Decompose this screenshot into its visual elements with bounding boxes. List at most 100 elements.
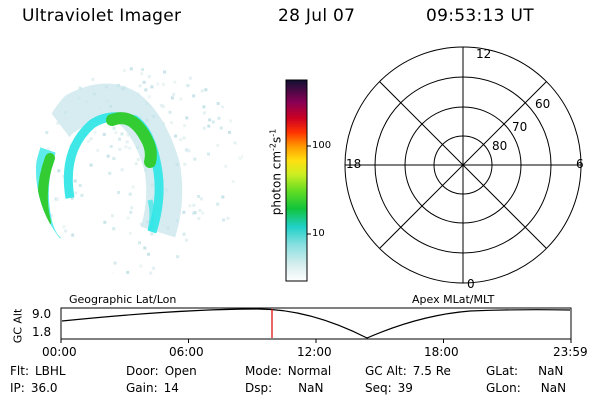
speckle-dot <box>129 210 133 214</box>
speckle-dot <box>228 130 231 134</box>
speckle-dot <box>49 214 53 217</box>
lat-label-60: 60 <box>535 97 551 111</box>
speckle-dot <box>199 197 203 201</box>
timeline-frame <box>60 307 572 340</box>
timeline-left-label: Geographic Lat/Lon <box>69 293 177 306</box>
speckle-dot <box>93 130 97 134</box>
speckle-dot <box>78 184 82 187</box>
speckle-dot <box>200 89 204 93</box>
info-seq: Seq: 39 <box>365 381 413 395</box>
speckle-dot <box>120 132 124 136</box>
speckle-dot <box>142 80 146 84</box>
mlt-label-0: 0 <box>467 277 475 291</box>
speckle-dot <box>193 211 197 215</box>
lat-label-70: 70 <box>512 120 528 134</box>
speckle-dot <box>170 96 174 100</box>
speckle-dot <box>131 185 135 189</box>
speckle-dot <box>174 134 177 138</box>
speckle-dot <box>183 162 187 166</box>
speckle-dot <box>173 80 177 84</box>
speckle-dot <box>156 82 160 86</box>
speckle-dot <box>170 121 173 125</box>
speckle-dot <box>242 154 244 158</box>
colorbar-gradient <box>285 79 308 282</box>
speckle-dot <box>143 246 147 250</box>
speckle-dot <box>197 217 201 220</box>
speckle-dot <box>112 126 116 130</box>
speckle-dot <box>117 191 121 194</box>
speckle-dot <box>55 197 59 201</box>
speckle-dot <box>136 158 140 161</box>
speckle-dot <box>163 70 167 74</box>
speckle-dot <box>73 179 77 183</box>
speckle-dot <box>114 131 118 134</box>
speckle-dot <box>207 152 210 156</box>
speckle-dot <box>201 211 205 215</box>
speckle-dot <box>139 264 143 268</box>
speckle-dot <box>185 238 188 242</box>
speckle-dot <box>222 218 225 222</box>
speckle-dot <box>208 118 212 122</box>
speckle-dot <box>86 140 90 143</box>
speckle-dot <box>138 84 142 88</box>
speckle-dot <box>140 72 144 76</box>
speckle-dot <box>144 88 148 92</box>
speckle-dot <box>57 169 61 173</box>
speckle-dot <box>126 133 130 137</box>
speckle-dot <box>109 145 113 148</box>
mlt-label-18: 18 <box>346 157 362 171</box>
speckle-dot <box>211 120 215 124</box>
info-gc-alt: GC Alt: 7.5 Re <box>365 364 451 378</box>
speckle-dot <box>202 105 206 109</box>
speckle-dot <box>231 180 235 183</box>
speckle-dot <box>62 174 66 178</box>
speckle-dot <box>238 156 242 160</box>
speckle-dot <box>221 195 225 199</box>
speckle-dot <box>45 131 49 134</box>
speckle-dot <box>172 92 176 96</box>
info-ip: IP: 36.0 <box>10 381 58 395</box>
speckle-dot <box>113 261 117 265</box>
time-tick-label-0000: 00:00 <box>42 345 77 359</box>
speckle-dot <box>189 76 192 80</box>
speckle-dot <box>125 140 129 144</box>
speckle-dot <box>126 270 130 274</box>
image-time: 09:53:13 UT <box>426 6 534 26</box>
speckle-dot <box>129 67 133 71</box>
time-tick-label-2359: 23:59 <box>553 345 588 359</box>
colorbar-tick-label-100: 100 <box>312 140 332 151</box>
speckle-dot <box>134 162 138 166</box>
instrument-title: Ultraviolet Imager <box>22 6 182 26</box>
speckle-dot <box>179 97 183 101</box>
speckle-dot <box>128 231 132 235</box>
speckle-dot <box>221 105 225 109</box>
speckle-dot <box>128 192 132 196</box>
speckle-dot <box>74 191 78 195</box>
aurora-green-patch-north <box>106 112 157 168</box>
speckle-dot <box>216 202 220 206</box>
speckle-dot <box>176 255 180 259</box>
speckle-dot <box>102 132 106 136</box>
speckle-dot <box>182 210 186 214</box>
speckle-dot <box>179 138 182 142</box>
speckle-dot <box>78 86 82 90</box>
speckle-dot <box>103 220 107 224</box>
gc-altitude-curve <box>61 308 571 339</box>
speckle-dot <box>124 145 128 149</box>
speckle-dot <box>226 216 230 220</box>
speckle-dot <box>120 168 124 172</box>
speckle-dot <box>111 214 114 218</box>
speckle-dot <box>149 271 153 275</box>
speckle-dot <box>182 136 186 140</box>
colorbar-tick-label-10: 10 <box>312 228 325 239</box>
timeline-right-label: Apex MLat/MLT <box>412 293 495 306</box>
speckle-dot <box>161 82 165 86</box>
aurora-cyan-strand-east <box>147 199 155 231</box>
speckle-dot <box>183 124 186 128</box>
gc-alt-axis-label: GC Alt <box>11 308 25 344</box>
speckle-dot <box>217 116 221 120</box>
speckle-dot <box>112 157 116 160</box>
